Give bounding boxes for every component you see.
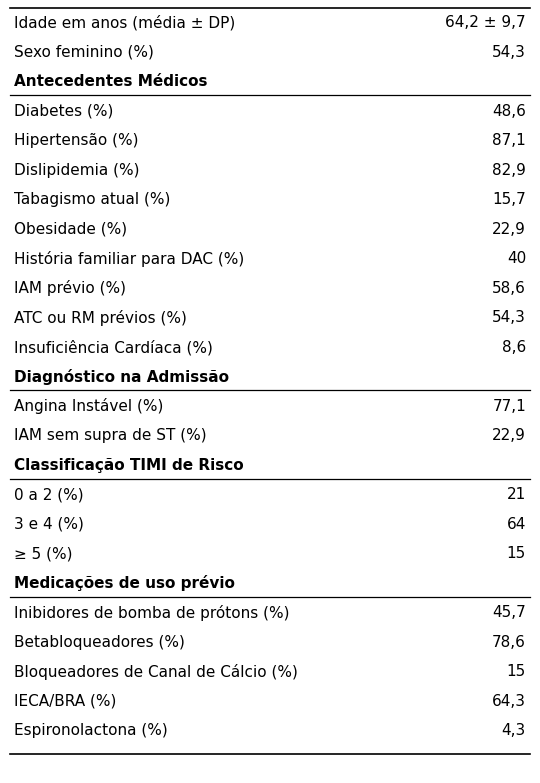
Text: Angina Instável (%): Angina Instável (%) [14, 399, 164, 414]
Text: Tabagismo atual (%): Tabagismo atual (%) [14, 193, 171, 207]
Text: 54,3: 54,3 [492, 310, 526, 325]
Text: 15: 15 [507, 547, 526, 561]
Text: 3 e 4 (%): 3 e 4 (%) [14, 517, 84, 532]
Text: Bloqueadores de Canal de Cálcio (%): Bloqueadores de Canal de Cálcio (%) [14, 664, 298, 680]
Text: 82,9: 82,9 [492, 163, 526, 178]
Text: 48,6: 48,6 [492, 104, 526, 119]
Text: 0 a 2 (%): 0 a 2 (%) [14, 487, 84, 502]
Text: Obesidade (%): Obesidade (%) [14, 222, 127, 236]
Text: 8,6: 8,6 [502, 340, 526, 355]
Text: História familiar para DAC (%): História familiar para DAC (%) [14, 251, 244, 267]
Text: 78,6: 78,6 [492, 635, 526, 650]
Text: 40: 40 [507, 251, 526, 266]
Text: 15: 15 [507, 664, 526, 679]
Text: 58,6: 58,6 [492, 281, 526, 296]
Text: 77,1: 77,1 [492, 399, 526, 413]
Text: 22,9: 22,9 [492, 222, 526, 236]
Text: 45,7: 45,7 [492, 605, 526, 620]
Text: Betabloqueadores (%): Betabloqueadores (%) [14, 635, 185, 650]
Text: Insuficiência Cardíaca (%): Insuficiência Cardíaca (%) [14, 340, 213, 355]
Text: 21: 21 [507, 487, 526, 502]
Text: 15,7: 15,7 [492, 193, 526, 207]
Text: 64,2 ± 9,7: 64,2 ± 9,7 [446, 15, 526, 31]
Text: ≥ 5 (%): ≥ 5 (%) [14, 547, 72, 561]
Text: 64,3: 64,3 [492, 694, 526, 709]
Text: IECA/BRA (%): IECA/BRA (%) [14, 694, 117, 709]
Text: 4,3: 4,3 [502, 723, 526, 738]
Text: Classificação TIMI de Risco: Classificação TIMI de Risco [14, 458, 244, 473]
Text: Espironolactona (%): Espironolactona (%) [14, 723, 168, 738]
Text: Inibidores de bomba de prótons (%): Inibidores de bomba de prótons (%) [14, 604, 289, 621]
Text: IAM sem supra de ST (%): IAM sem supra de ST (%) [14, 428, 207, 443]
Text: 22,9: 22,9 [492, 428, 526, 443]
Text: Hipertensão (%): Hipertensão (%) [14, 133, 138, 148]
Text: ATC ou RM prévios (%): ATC ou RM prévios (%) [14, 310, 187, 326]
Text: 54,3: 54,3 [492, 45, 526, 60]
Text: Idade em anos (média ± DP): Idade em anos (média ± DP) [14, 15, 235, 31]
Text: 64: 64 [507, 517, 526, 532]
Text: Dislipidemia (%): Dislipidemia (%) [14, 163, 139, 178]
Text: Sexo feminino (%): Sexo feminino (%) [14, 45, 154, 60]
Text: Diagnóstico na Admissão: Diagnóstico na Admissão [14, 369, 229, 384]
Text: Antecedentes Médicos: Antecedentes Médicos [14, 74, 207, 89]
Text: 87,1: 87,1 [492, 133, 526, 148]
Text: Medicações de uso prévio: Medicações de uso prévio [14, 576, 235, 591]
Text: IAM prévio (%): IAM prévio (%) [14, 280, 126, 296]
Text: Diabetes (%): Diabetes (%) [14, 104, 113, 119]
